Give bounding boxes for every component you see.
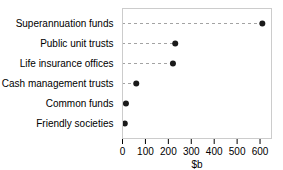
svg-text:0: 0 xyxy=(120,146,126,157)
svg-text:500: 500 xyxy=(229,146,246,157)
svg-text:Superannuation funds: Superannuation funds xyxy=(16,18,114,29)
svg-text:Common funds: Common funds xyxy=(46,98,114,109)
svg-text:$b: $b xyxy=(191,159,203,170)
svg-text:Cash management trusts: Cash management trusts xyxy=(2,78,114,89)
svg-text:Life insurance offices: Life insurance offices xyxy=(20,58,114,69)
svg-text:200: 200 xyxy=(160,146,177,157)
svg-text:400: 400 xyxy=(206,146,223,157)
svg-text:Public unit trusts: Public unit trusts xyxy=(40,38,113,49)
svg-text:300: 300 xyxy=(183,146,200,157)
svg-text:100: 100 xyxy=(137,146,154,157)
svg-text:600: 600 xyxy=(252,146,269,157)
svg-text:Friendly societies: Friendly societies xyxy=(36,118,113,129)
